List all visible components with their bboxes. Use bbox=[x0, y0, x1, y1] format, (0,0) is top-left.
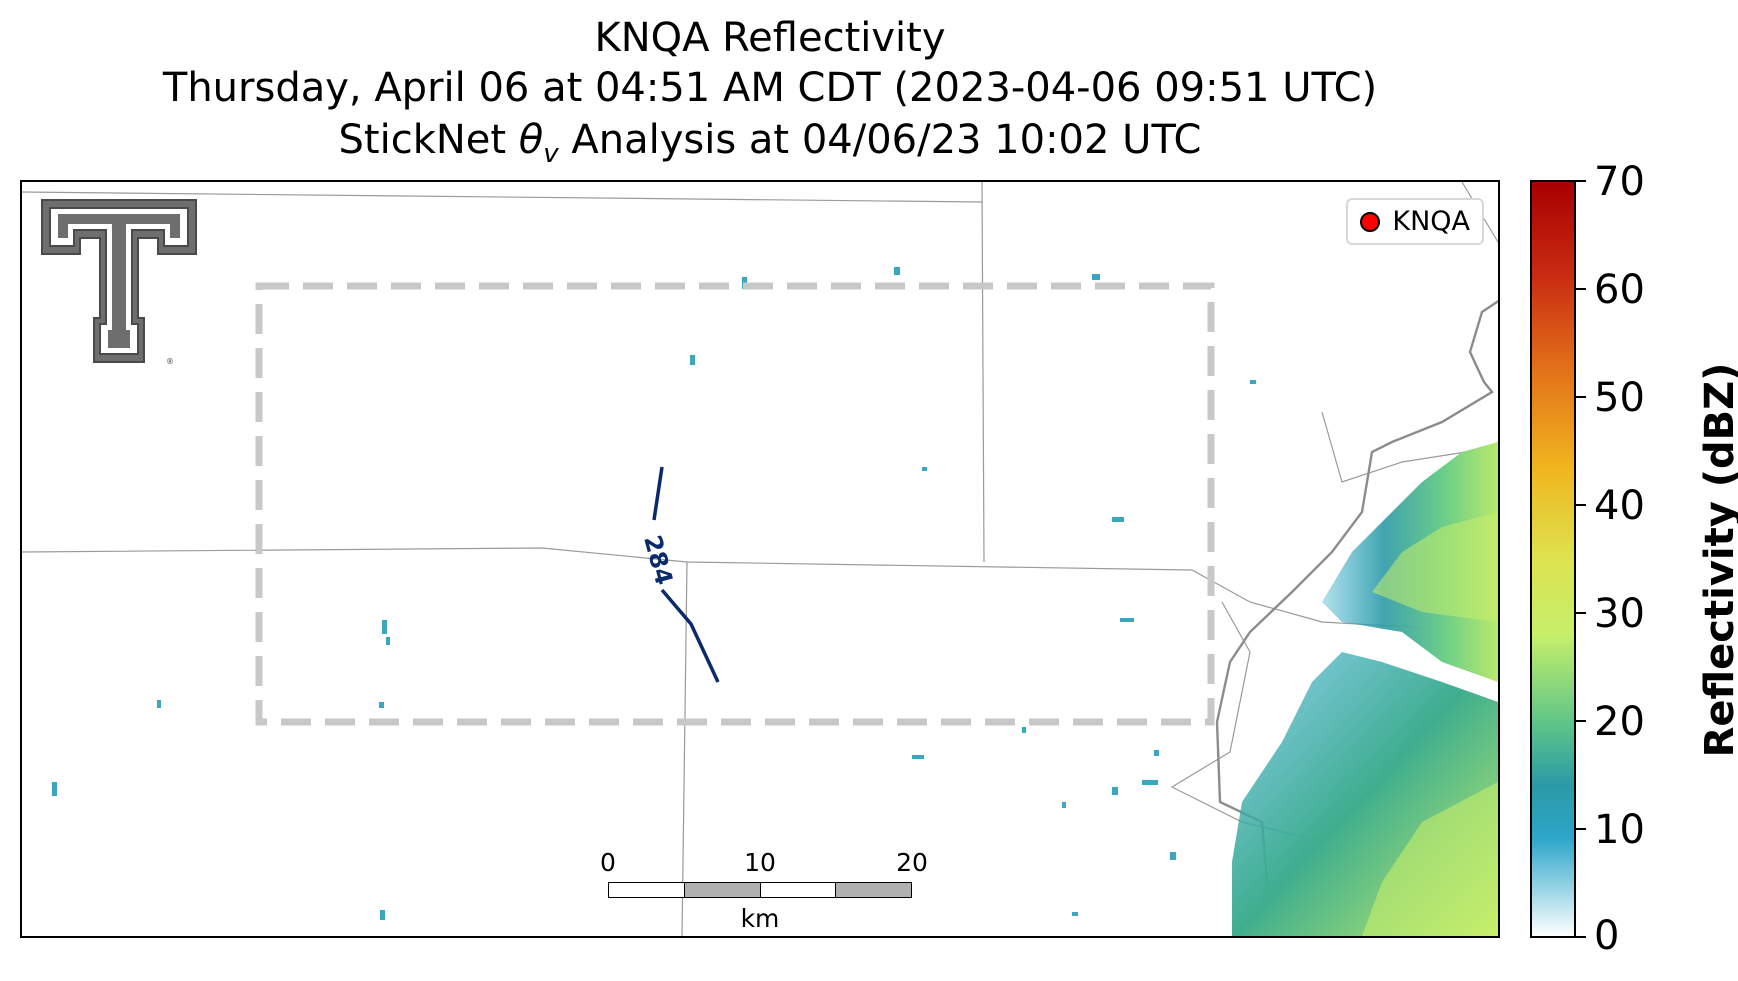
analysis-domain-box bbox=[255, 282, 1215, 726]
colorbar-label-60: 60 bbox=[1594, 267, 1645, 313]
map-canvas: 284 ® bbox=[22, 182, 1498, 936]
colorbar-label-70: 70 bbox=[1594, 159, 1645, 205]
colorbar-label-0: 0 bbox=[1594, 913, 1620, 959]
scale-bar-graphic bbox=[608, 882, 912, 898]
scale-tick-20: 20 bbox=[896, 848, 928, 877]
radar-site-marker-icon bbox=[1360, 211, 1381, 232]
scale-unit: km bbox=[740, 904, 780, 933]
colorbar-label-50: 50 bbox=[1594, 375, 1645, 421]
scale-tick-10: 10 bbox=[744, 848, 776, 877]
map-title: KNQA Reflectivity bbox=[594, 15, 946, 61]
colorbar-label-30: 30 bbox=[1594, 591, 1645, 637]
contour-label: 284 bbox=[638, 532, 678, 588]
colorbar-tick bbox=[1576, 828, 1586, 830]
legend-label: KNQA bbox=[1392, 206, 1470, 237]
colorbar-tick bbox=[1576, 612, 1586, 614]
map-subtitle-time: Thursday, April 06 at 04:51 AM CDT (2023… bbox=[162, 65, 1378, 111]
colorbar-title: Reflectivity (dBZ) bbox=[1697, 362, 1738, 758]
colorbar bbox=[1530, 180, 1576, 938]
theta-symbol: θ bbox=[518, 117, 544, 163]
map-legend: KNQA bbox=[1346, 198, 1484, 245]
reflectivity-speckles bbox=[52, 267, 1256, 920]
colorbar-tick bbox=[1576, 936, 1586, 938]
colorbar-label-20: 20 bbox=[1594, 699, 1645, 745]
colorbar-tick bbox=[1576, 288, 1586, 290]
theta-subscript: v bbox=[543, 139, 559, 169]
analysis-suffix: Analysis at 04/06/23 10:02 UTC bbox=[558, 117, 1202, 163]
analysis-prefix: StickNet bbox=[338, 117, 519, 163]
colorbar-tick bbox=[1576, 720, 1586, 722]
colorbar-tick bbox=[1576, 180, 1586, 182]
texas-tech-double-t-icon: ® bbox=[41, 199, 197, 366]
colorbar-label-40: 40 bbox=[1594, 483, 1645, 529]
theta-v-contour-284-lower bbox=[660, 588, 720, 683]
map-subtitle-analysis: StickNet θv Analysis at 04/06/23 10:02 U… bbox=[0, 116, 1540, 178]
river-line bbox=[1215, 299, 1498, 936]
colorbar-label-10: 10 bbox=[1594, 807, 1645, 853]
colorbar-tick bbox=[1576, 396, 1586, 398]
colorbar-tick bbox=[1576, 504, 1586, 506]
scale-bar: 0 10 20 km bbox=[600, 848, 944, 933]
reflectivity-echoes bbox=[1232, 442, 1498, 936]
scale-tick-0: 0 bbox=[600, 848, 616, 877]
map-panel[interactable]: 284 ® KNQA bbox=[20, 180, 1500, 938]
theta-v-contour-284 bbox=[652, 466, 664, 521]
svg-text:®: ® bbox=[166, 357, 174, 366]
